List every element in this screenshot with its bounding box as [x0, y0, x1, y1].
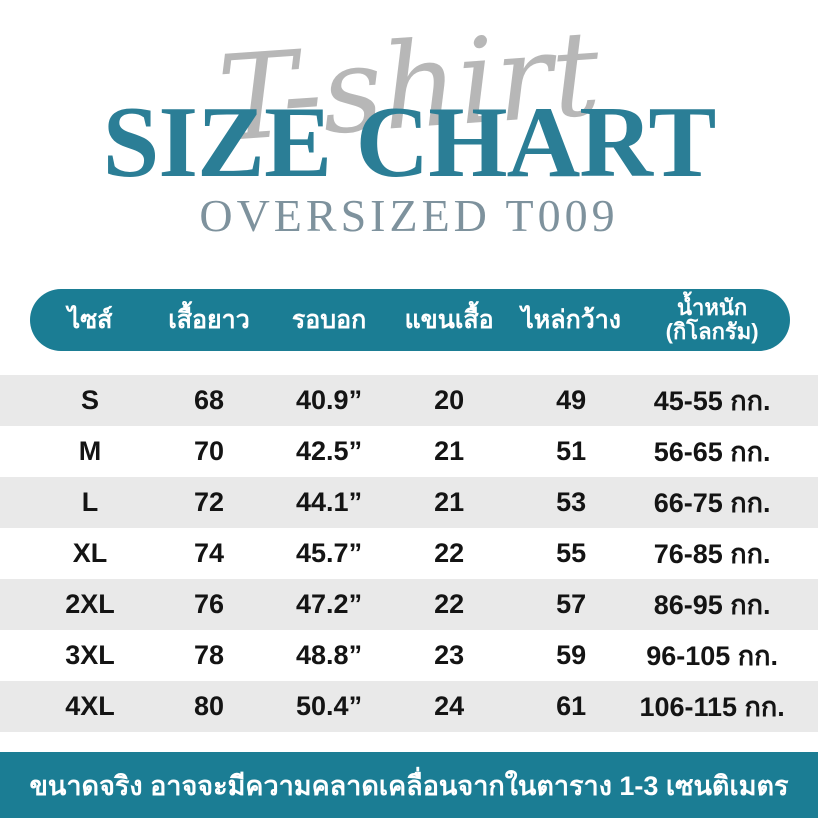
table-row-xl: XL 74 45.7” 22 55 76-85 กก.	[0, 528, 818, 579]
cell-size: 3XL	[65, 640, 115, 670]
table-row-m: M 70 42.5” 21 51 56-65 กก.	[0, 426, 818, 477]
cell-weight: 86-95 กก.	[653, 590, 771, 620]
table-row-4xl: 4XL 80 50.4” 24 61 106-115 กก.	[0, 681, 818, 732]
col-header-chest: รอบอก	[291, 305, 367, 334]
table-body: S 68 40.9” 20 49 45-55 กก. M 70 42.5” 21 51 56-65 ก…	[0, 375, 818, 732]
cell-sleeve: 23	[434, 640, 465, 670]
col-header-weight: น้ำหนัก (กิโลกรัม)	[634, 296, 790, 344]
cell-sleeve: 21	[434, 436, 465, 466]
cell-chest: 48.8”	[296, 640, 363, 670]
cell-sleeve: 22	[434, 589, 465, 619]
cell-size: 4XL	[65, 691, 115, 721]
col-header-shoulder: ไหล่กว้าง	[521, 305, 621, 334]
cell-weight: 66-75 กก.	[653, 488, 771, 518]
cell-shoulder: 61	[556, 691, 587, 721]
cell-sleeve: 22	[434, 538, 465, 568]
footnote-text: ขนาดจริง อาจจะมีความคลาดเคลื่อนจากในตารา…	[29, 770, 789, 801]
footnote-bar: ขนาดจริง อาจจะมีความคลาดเคลื่อนจากในตารา…	[0, 752, 818, 818]
cell-chest: 42.5”	[296, 436, 363, 466]
cell-size: XL	[72, 538, 108, 568]
cell-shirt-length: 72	[193, 487, 224, 517]
cell-shirt-length: 78	[193, 640, 224, 670]
table-header: ไซส์ เสื้อยาว รอบอก แขนเสื้อ ไหล่กว้าง น…	[30, 289, 790, 351]
cell-size: 2XL	[65, 589, 115, 619]
col-header-shirt-length: เสื้อยาว	[168, 305, 250, 334]
table-row-3xl: 3XL 78 48.8” 23 59 96-105 กก.	[0, 630, 818, 681]
col-header-weight-line1: น้ำหนัก	[676, 295, 748, 320]
cell-chest: 45.7”	[296, 538, 363, 568]
cell-sleeve: 20	[434, 385, 465, 415]
cell-size: L	[81, 487, 99, 517]
table-row-s: S 68 40.9” 20 49 45-55 กก.	[0, 375, 818, 426]
cell-shoulder: 59	[556, 640, 587, 670]
cell-shirt-length: 70	[193, 436, 224, 466]
cell-shoulder: 51	[556, 436, 587, 466]
cell-shirt-length: 68	[193, 385, 224, 415]
cell-sleeve: 21	[434, 487, 465, 517]
cell-chest: 44.1”	[296, 487, 363, 517]
cell-shoulder: 55	[556, 538, 587, 568]
table-row-2xl: 2XL 76 47.2” 22 57 86-95 กก.	[0, 579, 818, 630]
cell-shirt-length: 80	[193, 691, 224, 721]
page-subtitle: OVERSIZED T009	[199, 190, 619, 241]
table-row-l: L 72 44.1” 21 53 66-75 กก.	[0, 477, 818, 528]
cell-shoulder: 57	[556, 589, 587, 619]
cell-sleeve: 24	[434, 691, 465, 721]
cell-shirt-length: 76	[193, 589, 224, 619]
cell-shoulder: 49	[556, 385, 587, 415]
col-header-sleeve: แขนเสื้อ	[404, 305, 494, 334]
col-header-weight-line2: (กิโลกรัม)	[665, 319, 759, 344]
cell-weight: 76-85 กก.	[653, 539, 771, 569]
cell-weight: 106-115 กก.	[639, 692, 785, 722]
cell-shoulder: 53	[556, 487, 587, 517]
cell-weight: 96-105 กก.	[646, 641, 778, 671]
cell-size: M	[78, 436, 102, 466]
cell-chest: 40.9”	[296, 385, 363, 415]
cell-chest: 47.2”	[296, 589, 363, 619]
page-title: SIZE CHART	[102, 86, 717, 199]
cell-weight: 56-65 กก.	[653, 437, 771, 467]
col-header-size: ไซส์	[67, 305, 113, 334]
cell-weight: 45-55 กก.	[653, 386, 771, 416]
cell-chest: 50.4”	[296, 691, 363, 721]
cell-size: S	[81, 385, 100, 415]
cell-shirt-length: 74	[193, 538, 224, 568]
